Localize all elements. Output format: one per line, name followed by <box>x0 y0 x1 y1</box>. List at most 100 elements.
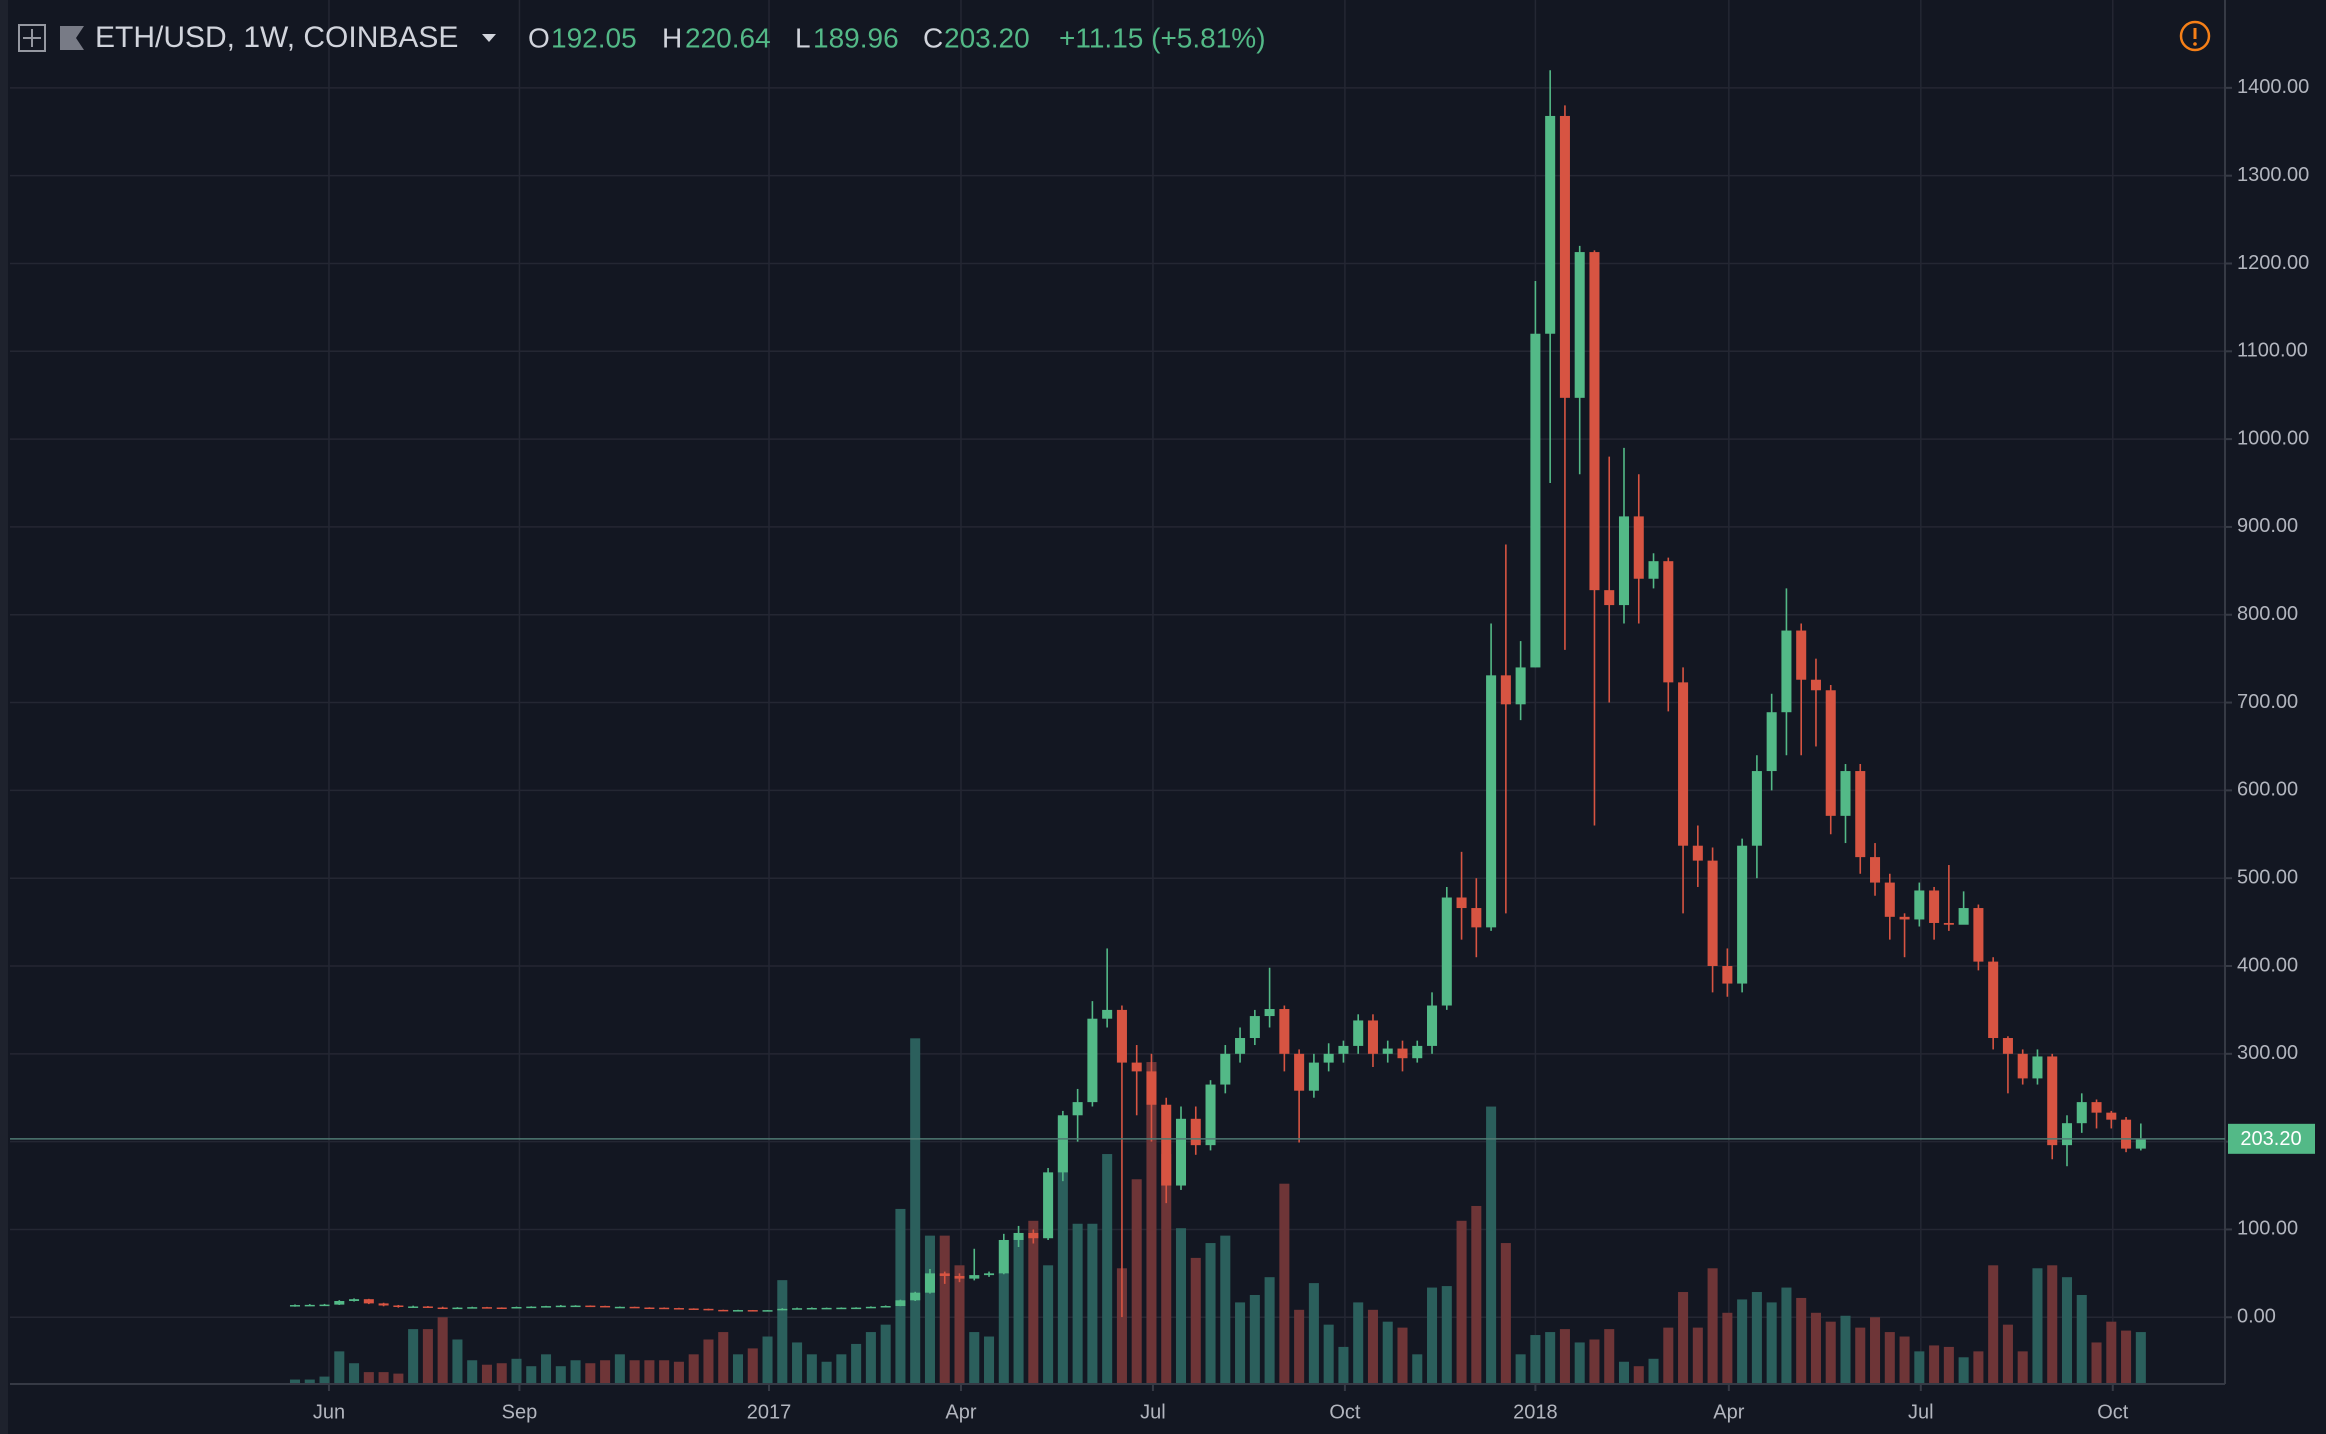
volume-bar <box>1751 1292 1762 1384</box>
volume-bar <box>363 1372 374 1384</box>
volume-bar <box>1235 1302 1246 1384</box>
candle-body <box>1323 1053 1334 1063</box>
volume-bar <box>1323 1324 1334 1384</box>
candle-body <box>1279 1009 1290 1054</box>
candle-body <box>688 1308 699 1310</box>
volume-bar <box>629 1360 640 1384</box>
candle-body <box>541 1306 552 1308</box>
volume-bar <box>1870 1317 1881 1384</box>
y-tick-label: 500.00 <box>2237 866 2298 888</box>
change-value: +11.15 (+5.81%) <box>1059 22 1266 53</box>
candle-body <box>437 1307 448 1310</box>
volume-bar <box>998 1272 1009 1384</box>
volume-bar <box>467 1360 478 1384</box>
candle-body <box>570 1305 581 1308</box>
volume-bar <box>1559 1329 1570 1384</box>
volume-bar <box>1412 1354 1423 1384</box>
y-tick-label: 700.00 <box>2237 691 2298 713</box>
candle-body <box>1884 882 1895 917</box>
volume-bar <box>777 1280 788 1384</box>
candle-body <box>629 1306 640 1309</box>
close-value: 203.20 <box>944 22 1030 53</box>
y-tick-label: 900.00 <box>2237 515 2298 537</box>
candle-body <box>1618 516 1630 606</box>
volume-bar <box>2106 1321 2117 1384</box>
volume-bar <box>1899 1336 1910 1384</box>
volume-bar <box>2135 1332 2146 1384</box>
candle-body <box>895 1300 906 1307</box>
candle-body <box>1028 1232 1039 1239</box>
volume-bar <box>939 1235 950 1384</box>
volume-bar <box>954 1265 965 1384</box>
candle-body <box>1235 1038 1246 1054</box>
candle-body <box>998 1239 1009 1274</box>
x-tick-label: Sep <box>502 1401 538 1423</box>
candle-body <box>1766 712 1777 772</box>
volume-bar <box>1648 1358 1659 1384</box>
candle-body <box>1810 679 1821 691</box>
y-tick-label: 400.00 <box>2237 954 2298 976</box>
volume-bar <box>1707 1268 1718 1384</box>
candle-body <box>806 1307 817 1310</box>
flag-icon[interactable] <box>60 26 84 50</box>
volume-bar <box>1308 1283 1319 1384</box>
volume-bar <box>1929 1345 1940 1384</box>
volume-bar <box>555 1366 566 1384</box>
candle-body <box>1131 1062 1142 1072</box>
volume-bar <box>1604 1329 1615 1384</box>
volume-bar <box>304 1379 315 1384</box>
volume-bar <box>984 1336 995 1384</box>
last-price-box <box>2228 1123 2315 1154</box>
candle-body <box>1486 675 1497 928</box>
candle-body <box>408 1306 419 1308</box>
volume-bar <box>1279 1183 1290 1384</box>
volume-bar <box>1043 1265 1054 1384</box>
candle-body <box>1205 1084 1216 1146</box>
volume-bar <box>880 1324 891 1384</box>
symbol[interactable]: ETH/USD, 1W, COINBASE <box>95 21 458 54</box>
candle-body <box>1899 916 1910 920</box>
candle-body <box>1308 1062 1319 1091</box>
candle-body <box>393 1305 404 1307</box>
open-value: 192.05 <box>551 22 637 53</box>
candle-body <box>1515 667 1526 705</box>
volume-bar <box>2047 1265 2058 1384</box>
volume-bar <box>851 1343 862 1384</box>
volume-bar <box>1766 1302 1777 1384</box>
candle-body <box>954 1275 965 1279</box>
volume-bar <box>1678 1292 1689 1384</box>
candle-body <box>865 1306 876 1309</box>
candle-body <box>1973 908 1984 962</box>
add-icon[interactable] <box>18 24 46 52</box>
volume-bar <box>1500 1243 1511 1384</box>
volume-bar <box>969 1332 980 1384</box>
candle-body <box>1870 857 1881 883</box>
candle-body <box>1102 1009 1113 1019</box>
open-label: O <box>528 22 550 53</box>
volume-bar <box>673 1361 684 1384</box>
warning-icon[interactable] <box>2179 20 2211 52</box>
volume-bar <box>1618 1361 1630 1384</box>
y-tick-label: 1200.00 <box>2237 252 2309 274</box>
candle-body <box>792 1308 803 1310</box>
candle-body <box>851 1307 862 1310</box>
volume-bar <box>1338 1346 1349 1384</box>
candle-body <box>659 1307 670 1310</box>
candle-body <box>1412 1045 1423 1059</box>
y-tick-label: 0.00 <box>2237 1306 2276 1328</box>
volume-bar <box>437 1317 448 1384</box>
candle-body <box>1087 1018 1098 1103</box>
candle-body <box>1545 115 1556 334</box>
volume-bar <box>452 1339 463 1384</box>
candle-body <box>1146 1071 1157 1105</box>
volume-bar <box>1087 1223 1098 1384</box>
volume-bar <box>2032 1268 2043 1384</box>
candle-body <box>349 1299 360 1302</box>
volume-bar <box>1471 1205 1482 1384</box>
volume-bar <box>1781 1287 1792 1384</box>
volume-bar <box>541 1354 552 1384</box>
volume-bar <box>1988 1265 1999 1384</box>
symbol-dropdown[interactable] <box>482 34 496 42</box>
volume-bar <box>1220 1235 1231 1384</box>
candle-body <box>1751 771 1762 846</box>
